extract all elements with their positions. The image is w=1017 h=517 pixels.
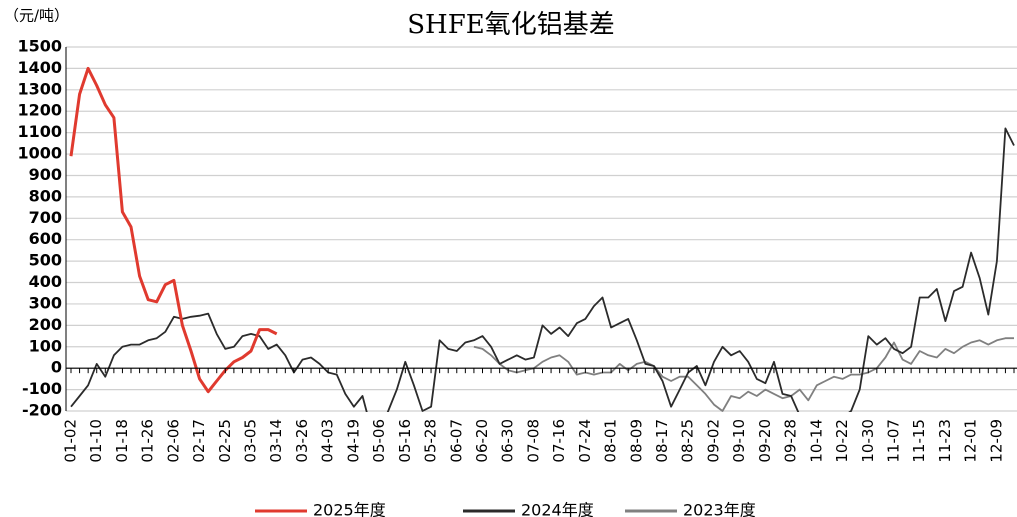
x-tick-label: 08-01 [602, 419, 620, 463]
y-tick-label: 1100 [17, 122, 62, 141]
x-tick-label: 03-05 [242, 419, 260, 463]
y-tick-label: 1400 [17, 58, 62, 77]
x-tick-label: 01-18 [113, 419, 131, 463]
x-tick-label: 01-26 [139, 419, 157, 463]
x-tick-label: 07-24 [576, 419, 594, 463]
x-tick-label: 10-30 [859, 419, 877, 463]
x-tick-label: 08-25 [679, 419, 697, 463]
legend-label: 2023年度 [683, 501, 756, 517]
x-tick-label: 06-30 [499, 419, 517, 463]
x-tick-label: 04-03 [319, 419, 337, 463]
y-tick-label: 1200 [17, 101, 62, 120]
x-tick-label: 02-25 [216, 419, 234, 463]
x-tick-label: 01-02 [62, 419, 80, 463]
chart-title: SHFE氧化铝基差 [407, 10, 615, 40]
x-tick-label: 09-02 [704, 419, 722, 463]
y-tick-label: 500 [29, 251, 62, 270]
x-tick-label: 11-15 [910, 419, 928, 463]
y-tick-label: 100 [29, 336, 62, 355]
x-tick-label: 05-28 [422, 419, 440, 463]
legend-label: 2025年度 [313, 501, 386, 517]
series-line [69, 66, 278, 394]
x-tick-label: 11-23 [936, 419, 954, 463]
x-tick-label: 10-14 [807, 419, 825, 463]
legend-label: 2024年度 [521, 501, 594, 517]
x-tick-label: 09-10 [730, 419, 748, 463]
y-tick-label: 1000 [17, 144, 62, 163]
x-tick-label: 07-08 [524, 419, 542, 463]
y-tick-label: 700 [29, 208, 62, 227]
y-tick-label: 300 [29, 293, 62, 312]
y-tick-label: 600 [29, 229, 62, 248]
x-tick-label: 02-17 [190, 419, 208, 463]
x-tick-label: 06-07 [447, 419, 465, 463]
series-line [70, 127, 1015, 412]
y-tick-label: 900 [29, 165, 62, 184]
x-tick-label: 01-10 [87, 419, 105, 463]
x-tick-label: 10-22 [833, 419, 851, 463]
y-tick-label: 0 [51, 358, 62, 377]
lines [69, 66, 1015, 412]
x-tick-label: 11-07 [884, 419, 902, 463]
series-line [473, 337, 1014, 412]
x-tick-label: 09-28 [782, 419, 800, 463]
y-tick-label: 800 [29, 186, 62, 205]
y-tick-label: -100 [22, 379, 62, 398]
x-tick-label: 05-16 [396, 419, 414, 463]
x-tick-label: 07-16 [550, 419, 568, 463]
x-tick-label: 03-26 [293, 419, 311, 463]
y-tick-label: 200 [29, 315, 62, 334]
x-tick-label: 06-20 [473, 419, 491, 463]
y-tick-label: 400 [29, 272, 62, 291]
x-tick-label: 12-01 [962, 419, 980, 463]
y-tick-label: -200 [22, 401, 62, 420]
x-tick-label: 04-19 [344, 419, 362, 463]
axes: -200 -100 0 100 200 300 400 500 600 700 800 900 1000… [17, 37, 1017, 517]
y-tick-label: 1300 [17, 79, 62, 98]
x-tick-label: 09-20 [756, 419, 774, 463]
x-tick-label: 02-06 [164, 419, 182, 463]
x-tick-label: 12-09 [987, 419, 1005, 463]
grid [66, 46, 1017, 412]
x-tick-label: 05-06 [370, 419, 388, 463]
y-unit: （元/吨） [4, 7, 69, 25]
y-tick-label: 1500 [17, 37, 62, 56]
x-tick-label: 08-09 [627, 419, 645, 463]
x-tick-label: 03-14 [267, 419, 285, 463]
x-tick-label: 08-17 [653, 419, 671, 463]
